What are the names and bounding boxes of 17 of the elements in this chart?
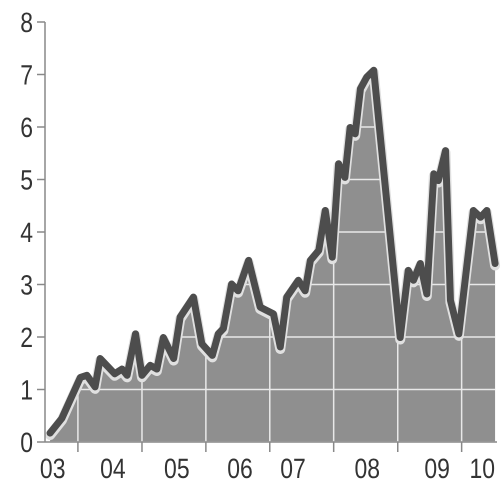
y-tick-label: 5 bbox=[20, 165, 33, 196]
x-tick-label: 10 bbox=[470, 454, 496, 485]
y-tick-label: 1 bbox=[20, 375, 33, 406]
y-tick-label: 4 bbox=[20, 218, 33, 248]
y-tick-label: 3 bbox=[20, 270, 33, 301]
y-tick-label: 6 bbox=[20, 112, 33, 144]
y-tick-label: 0 bbox=[20, 428, 33, 458]
y-tick-label: 7 bbox=[20, 60, 33, 91]
x-tick-label: 04 bbox=[100, 454, 126, 485]
x-tick-label: 09 bbox=[424, 454, 450, 485]
x-tick-label: 08 bbox=[354, 454, 380, 485]
x-tick-label: 03 bbox=[40, 454, 66, 485]
y-tick-label: 2 bbox=[20, 322, 33, 354]
x-tick-label: 05 bbox=[164, 454, 190, 485]
x-tick-label: 07 bbox=[280, 454, 306, 485]
x-tick-label: 06 bbox=[227, 454, 253, 485]
y-tick-label: 8 bbox=[20, 8, 33, 38]
